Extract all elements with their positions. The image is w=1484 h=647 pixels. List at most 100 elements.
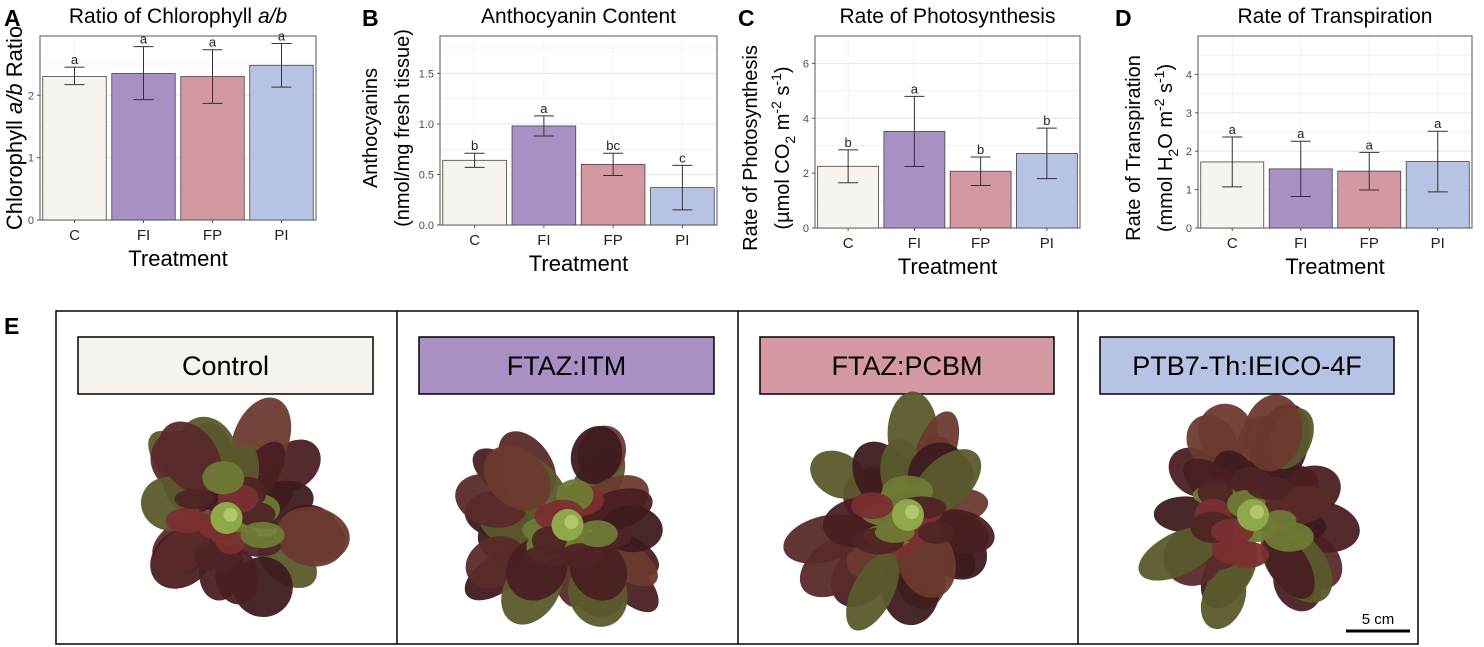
x-tick-label: PI <box>274 227 288 244</box>
bar-c <box>442 159 507 226</box>
plot-border <box>814 35 1081 229</box>
significance-letter: a <box>540 101 548 116</box>
y-axis-label-line-part: Rate of Photosynthesis <box>740 45 762 251</box>
chart-title-part: a/b <box>258 5 288 28</box>
x-tick-label: PI <box>1040 235 1054 252</box>
y-axis-label-line-part: -2 <box>1151 98 1167 111</box>
y-tick-label: 3 <box>1186 108 1192 120</box>
y-axis-label-line-part: (µmol CO <box>772 144 794 230</box>
significance-letter: a <box>1434 116 1442 131</box>
chart-title: Rate of Transpiration <box>1238 5 1433 28</box>
significance-letter: a <box>1297 126 1305 141</box>
error-bar-fp <box>603 152 624 176</box>
chart-title: Ratio of Chlorophyll a/b <box>69 5 288 28</box>
y-axis-label-part: Ratio <box>2 26 27 83</box>
significance-letter: b <box>977 142 984 157</box>
x-tick-label: C <box>1227 235 1238 252</box>
x-axis-label: Treatment <box>529 251 628 276</box>
significance-letter: b <box>471 138 478 153</box>
y-tick-label: 1.5 <box>419 68 434 80</box>
x-tick-label: C <box>469 232 480 249</box>
y-axis-label: Chlorophyll a/b Ratio <box>2 26 27 230</box>
significance-letter: c <box>679 150 686 165</box>
significance-letter: a <box>1366 137 1374 152</box>
y-axis-label-part: Chlorophyll <box>2 114 27 230</box>
chart-title: Rate of Photosynthesis <box>840 5 1056 28</box>
error-bar-fp <box>1359 151 1380 191</box>
y-axis-label-line-part: m <box>772 114 794 136</box>
y-axis-label-line: (µmol CO2 m-2 s-1) <box>768 66 798 229</box>
error-bar-fp <box>202 49 223 104</box>
y-tick-label: 0.0 <box>419 220 434 232</box>
error-bar-fi <box>1290 140 1311 198</box>
x-tick-label: PI <box>675 232 689 249</box>
x-tick-label: FI <box>1294 235 1307 252</box>
lettuce-plant-image <box>1138 394 1360 629</box>
error-bar-pi <box>1036 127 1057 180</box>
y-tick-label: 2 <box>803 168 809 180</box>
x-tick-label: FP <box>1360 235 1379 252</box>
significance-letter: a <box>1229 122 1237 137</box>
x-tick-label: FP <box>971 235 990 252</box>
y-axis-label-line-part: 2 <box>782 136 798 144</box>
y-axis-label-line-part: s <box>772 86 794 102</box>
y-axis-label-line-part: (mmol H <box>1155 157 1177 233</box>
y-axis-label-line-part: s <box>1155 83 1177 99</box>
error-bar-fi <box>904 95 925 168</box>
x-axis-label: Treatment <box>898 254 997 279</box>
panel-letter: D <box>1115 5 1132 31</box>
error-bar-c <box>838 149 859 184</box>
treatment-label-box-fi <box>418 336 715 395</box>
x-tick-label: C <box>843 235 854 252</box>
panel-letter: B <box>362 5 379 31</box>
x-tick-label: PI <box>1431 235 1445 252</box>
error-bar-pi <box>672 164 693 211</box>
lettuce-plant-image <box>140 397 350 618</box>
y-tick-label: 6 <box>803 58 809 70</box>
panel-letter: C <box>738 5 755 31</box>
x-tick-label: FI <box>137 227 150 244</box>
significance-letter: a <box>140 32 148 47</box>
y-axis-label-line: (nmol/mg fresh tissue) <box>392 29 414 227</box>
y-axis-label-line: Rate of Transpiration <box>1123 55 1145 241</box>
error-bar-pi <box>271 42 292 88</box>
y-axis-label-line-part: -2 <box>768 101 784 114</box>
error-bar-pi <box>1427 130 1448 193</box>
y-axis-label-line-part: 2 <box>1165 149 1181 157</box>
y-tick-label: 2 <box>1186 146 1192 158</box>
y-tick-label: 1.0 <box>419 119 434 131</box>
bar-c <box>42 76 107 221</box>
y-axis-label-line: Rate of Photosynthesis <box>740 45 762 251</box>
treatment-label: FTAZ:ITM <box>507 351 626 381</box>
y-axis-label-line: (mmol H2O m-2 s-1) <box>1151 64 1181 232</box>
panel-letter: E <box>4 313 19 339</box>
x-tick-label: FP <box>203 227 222 244</box>
y-axis-label-line-part: Rate of Transpiration <box>1123 55 1145 241</box>
error-bar-fp <box>970 156 991 186</box>
x-axis-label: Treatment <box>1285 254 1384 279</box>
x-axis-label: Treatment <box>128 246 227 271</box>
plot-border <box>439 35 718 226</box>
treatment-label: PTB7-Th:IEICO-4F <box>1132 351 1362 381</box>
chart-panel-d: D Rate of Transpiration 0 1 2 3 4 a Ca FI a FP a PI Tr… <box>1115 5 1473 279</box>
y-axis-label-line: Anthocyanins <box>360 68 382 188</box>
error-bar-c <box>64 66 85 86</box>
x-tick-label: FP <box>604 232 623 249</box>
y-tick-label: 0 <box>803 223 809 235</box>
scale-bar-label: 5 cm <box>1362 611 1395 628</box>
y-axis-label-line-part: ) <box>1155 64 1177 71</box>
bar-fi <box>511 125 577 226</box>
y-tick-label: 0.5 <box>419 169 434 181</box>
significance-letter: a <box>278 28 286 43</box>
significance-letter: b <box>1043 113 1050 128</box>
treatment-label-box-c <box>77 336 374 395</box>
y-tick-label: 4 <box>1186 69 1192 81</box>
bar-charts-figure: A Ratio of Chlorophyll a/b 0 1 2 a Ca FI a FP a PI T… <box>2 5 1473 279</box>
lettuce-photo-panel: E Control FTAZ:ITM FTAZ:PCBM PTB7-Th:IEICO-4… <box>4 310 1419 645</box>
y-axis-label-line-part: -1 <box>1151 70 1167 83</box>
y-tick-label: 1 <box>28 153 34 165</box>
y-tick-label: 0 <box>28 215 34 227</box>
chart-panel-c: C Rate of Photosynthesis 0 2 4 6 b Ca FI b FP b PI Tr… <box>738 5 1081 279</box>
treatment-label-box-fp <box>759 336 1055 395</box>
y-tick-label: 2 <box>28 90 34 102</box>
